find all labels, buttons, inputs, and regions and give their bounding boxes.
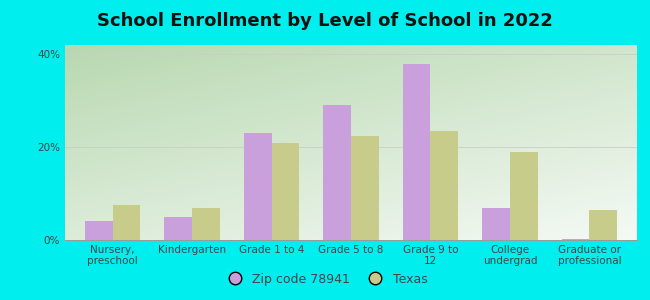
- Bar: [430, 131, 458, 240]
- Bar: [164, 217, 192, 240]
- Text: School Enrollment by Level of School in 2022: School Enrollment by Level of School in …: [97, 12, 553, 30]
- Bar: [272, 142, 300, 240]
- Bar: [510, 152, 538, 240]
- Bar: [112, 205, 140, 240]
- Bar: [323, 105, 351, 240]
- Bar: [192, 208, 220, 240]
- Bar: [482, 208, 510, 240]
- Bar: [244, 133, 272, 240]
- Legend: Zip code 78941, Texas: Zip code 78941, Texas: [218, 268, 432, 291]
- Bar: [351, 136, 379, 240]
- Bar: [562, 239, 590, 240]
- Bar: [590, 210, 617, 240]
- Bar: [85, 221, 112, 240]
- Bar: [402, 64, 430, 240]
